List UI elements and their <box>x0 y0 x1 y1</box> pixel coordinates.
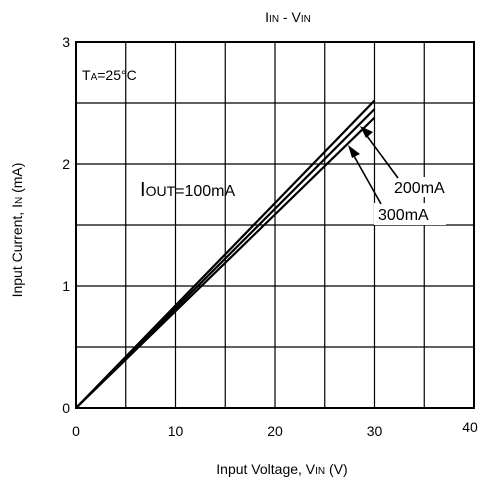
y-tick-label: 3 <box>62 34 70 50</box>
y-tick-label: 0 <box>62 400 70 416</box>
condition-label: TA=25°C <box>82 67 137 83</box>
x-axis-label-pre: Input Voltage, V <box>216 461 316 477</box>
annotation-100ma: IOUT=100mA <box>140 179 235 201</box>
annotation-100ma-pre: I <box>140 179 146 201</box>
x-axis-label-sub: IN <box>315 466 325 477</box>
annotation-100ma-sub: OUT <box>146 183 176 199</box>
condition-pre: T <box>82 67 91 83</box>
title-separator: - <box>279 9 291 25</box>
chart-title: IIN - VIN <box>265 9 311 25</box>
x-tick-label: 0 <box>72 423 80 439</box>
gridlines <box>76 42 474 408</box>
y-axis-label: Input Current, IN (mA) <box>9 163 25 298</box>
annotation-100ma-post: =100mA <box>175 183 235 200</box>
x-axis-label: Input Voltage, VIN (V) <box>216 461 347 477</box>
title-x-sub: IN <box>301 14 311 25</box>
arrow-300ma-head <box>348 145 360 158</box>
series-line <box>75 116 376 409</box>
condition-sub: A <box>91 72 98 83</box>
title-x: V <box>292 9 302 25</box>
annotation-300ma-bg <box>374 203 446 225</box>
title-main-sub: IN <box>269 14 279 25</box>
x-tick-label: 40 <box>462 419 478 435</box>
y-axis-label-post: (mA) <box>9 163 25 197</box>
annotation-300ma: 300mA <box>378 207 429 224</box>
x-tick-label: 20 <box>267 423 283 439</box>
arrow-300ma-line <box>353 155 382 205</box>
tick-labels: 0 10 20 30 40 0 1 2 3 <box>62 34 478 439</box>
y-axis-label-sub: N <box>14 197 25 204</box>
y-axis-label-pre: Input Current, I <box>9 204 25 297</box>
y-tick-label: 1 <box>62 278 70 294</box>
x-tick-label: 30 <box>367 423 383 439</box>
x-axis-label-post: (V) <box>325 461 348 477</box>
annotation-200ma: 200mA <box>394 180 445 197</box>
annotation-200ma-bg <box>390 177 446 197</box>
x-tick-label: 10 <box>168 423 184 439</box>
y-tick-label: 2 <box>62 156 70 172</box>
condition-post: =25°C <box>97 67 136 83</box>
arrow-200ma-line <box>366 135 399 179</box>
plot-frame <box>75 41 475 409</box>
series-lines <box>75 99 376 409</box>
arrow-200ma-head <box>360 126 373 138</box>
title-main: I <box>265 9 269 25</box>
